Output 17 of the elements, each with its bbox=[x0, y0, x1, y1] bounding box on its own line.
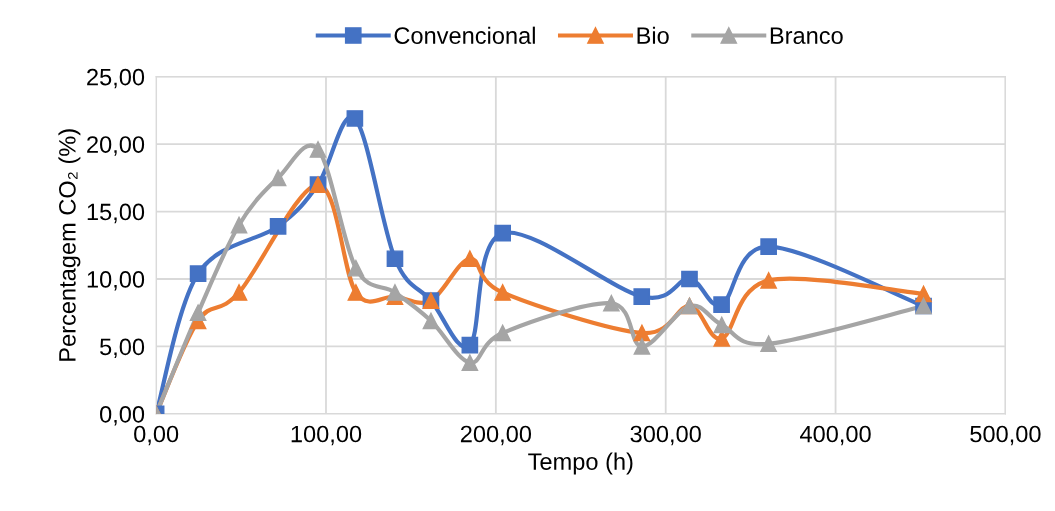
y-tick-label: 15,00 bbox=[87, 203, 145, 224]
x-tick-label: 200,00 bbox=[460, 425, 532, 446]
x-tick-label: 0,00 bbox=[134, 425, 179, 446]
x-tick-label: 100,00 bbox=[291, 425, 362, 446]
y-tick-label: 20,00 bbox=[87, 136, 145, 156]
legend-label: Convencional bbox=[394, 26, 535, 44]
y-tick-label: 0,00 bbox=[100, 405, 145, 426]
x-tick-label: 400,00 bbox=[800, 425, 871, 446]
legend-label: Bio bbox=[637, 26, 669, 44]
x-tick-label: 300,00 bbox=[630, 425, 701, 446]
x-tick-label: 500,00 bbox=[970, 425, 1041, 446]
y-tick-label: 25,00 bbox=[87, 68, 145, 89]
y-tick-label: 10,00 bbox=[87, 271, 145, 291]
y-tick-label: 5,00 bbox=[100, 338, 145, 359]
legend-label: Branco bbox=[770, 27, 843, 44]
x-axis-title: Tempo (h) bbox=[528, 452, 633, 475]
y-axis-title: Percentagem CO₂ (%) bbox=[58, 129, 81, 361]
